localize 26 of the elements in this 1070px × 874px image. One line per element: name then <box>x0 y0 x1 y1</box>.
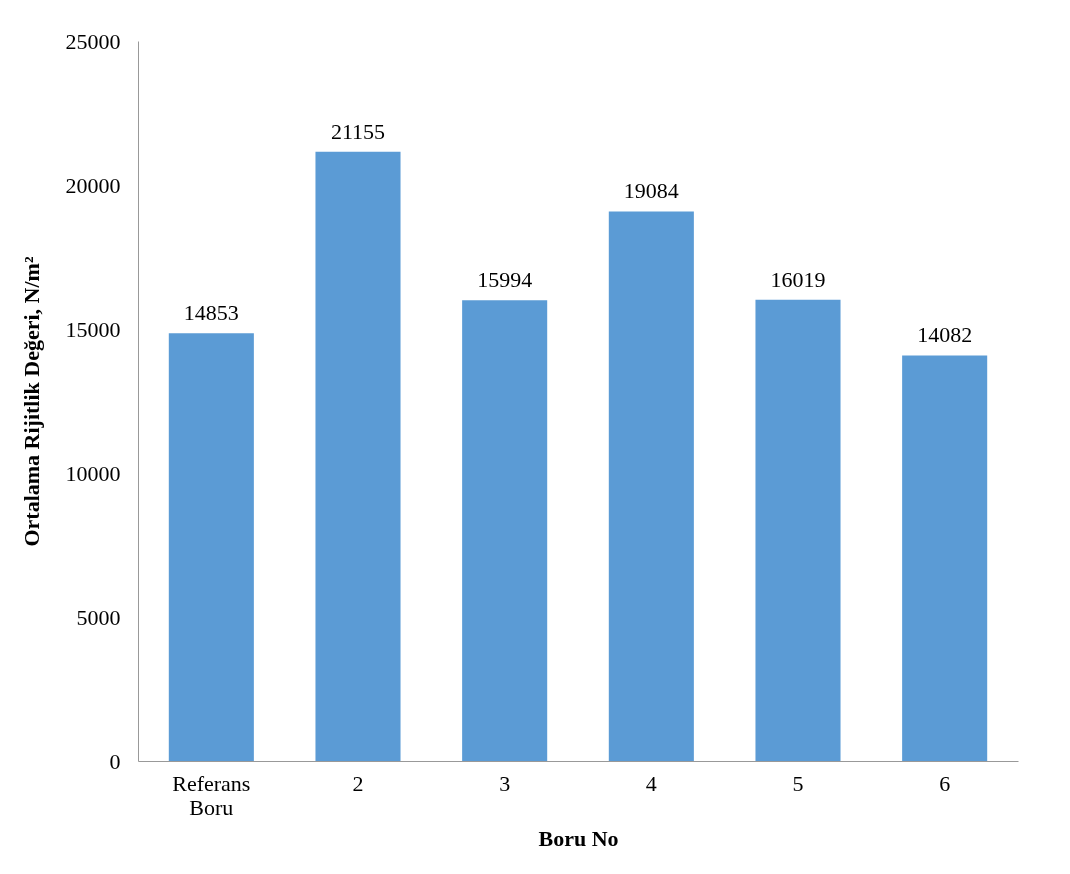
bar <box>902 355 988 761</box>
y-tick-label: 5000 <box>76 604 121 630</box>
data-label: 21155 <box>330 118 386 144</box>
data-label: 14082 <box>917 322 973 348</box>
x-axis-title: Boru No <box>538 825 619 851</box>
x-tick-label: Referans Boru <box>172 770 251 820</box>
data-label: 14853 <box>183 300 239 326</box>
y-tick-label: 25000 <box>65 28 121 54</box>
x-tick-label: 2 <box>352 770 364 796</box>
bar <box>608 211 694 761</box>
bar <box>755 299 841 761</box>
x-tick-label: 4 <box>645 770 657 796</box>
data-label: 15994 <box>477 267 533 293</box>
bar <box>168 333 254 761</box>
y-tick-label: 20000 <box>65 172 121 198</box>
data-label: 19084 <box>623 178 679 204</box>
x-tick-label: 3 <box>499 770 511 796</box>
bar <box>315 151 401 761</box>
y-axis-title: Ortalama Rijitlik Değeri, N/m² <box>18 256 44 547</box>
y-tick-label: 15000 <box>65 316 121 342</box>
x-tick-label: 5 <box>792 770 804 796</box>
data-label: 16019 <box>770 266 826 292</box>
y-tick-label: 0 <box>109 748 121 774</box>
bar <box>462 300 548 761</box>
y-tick-label: 10000 <box>65 460 121 486</box>
x-tick-label: 6 <box>939 770 951 796</box>
